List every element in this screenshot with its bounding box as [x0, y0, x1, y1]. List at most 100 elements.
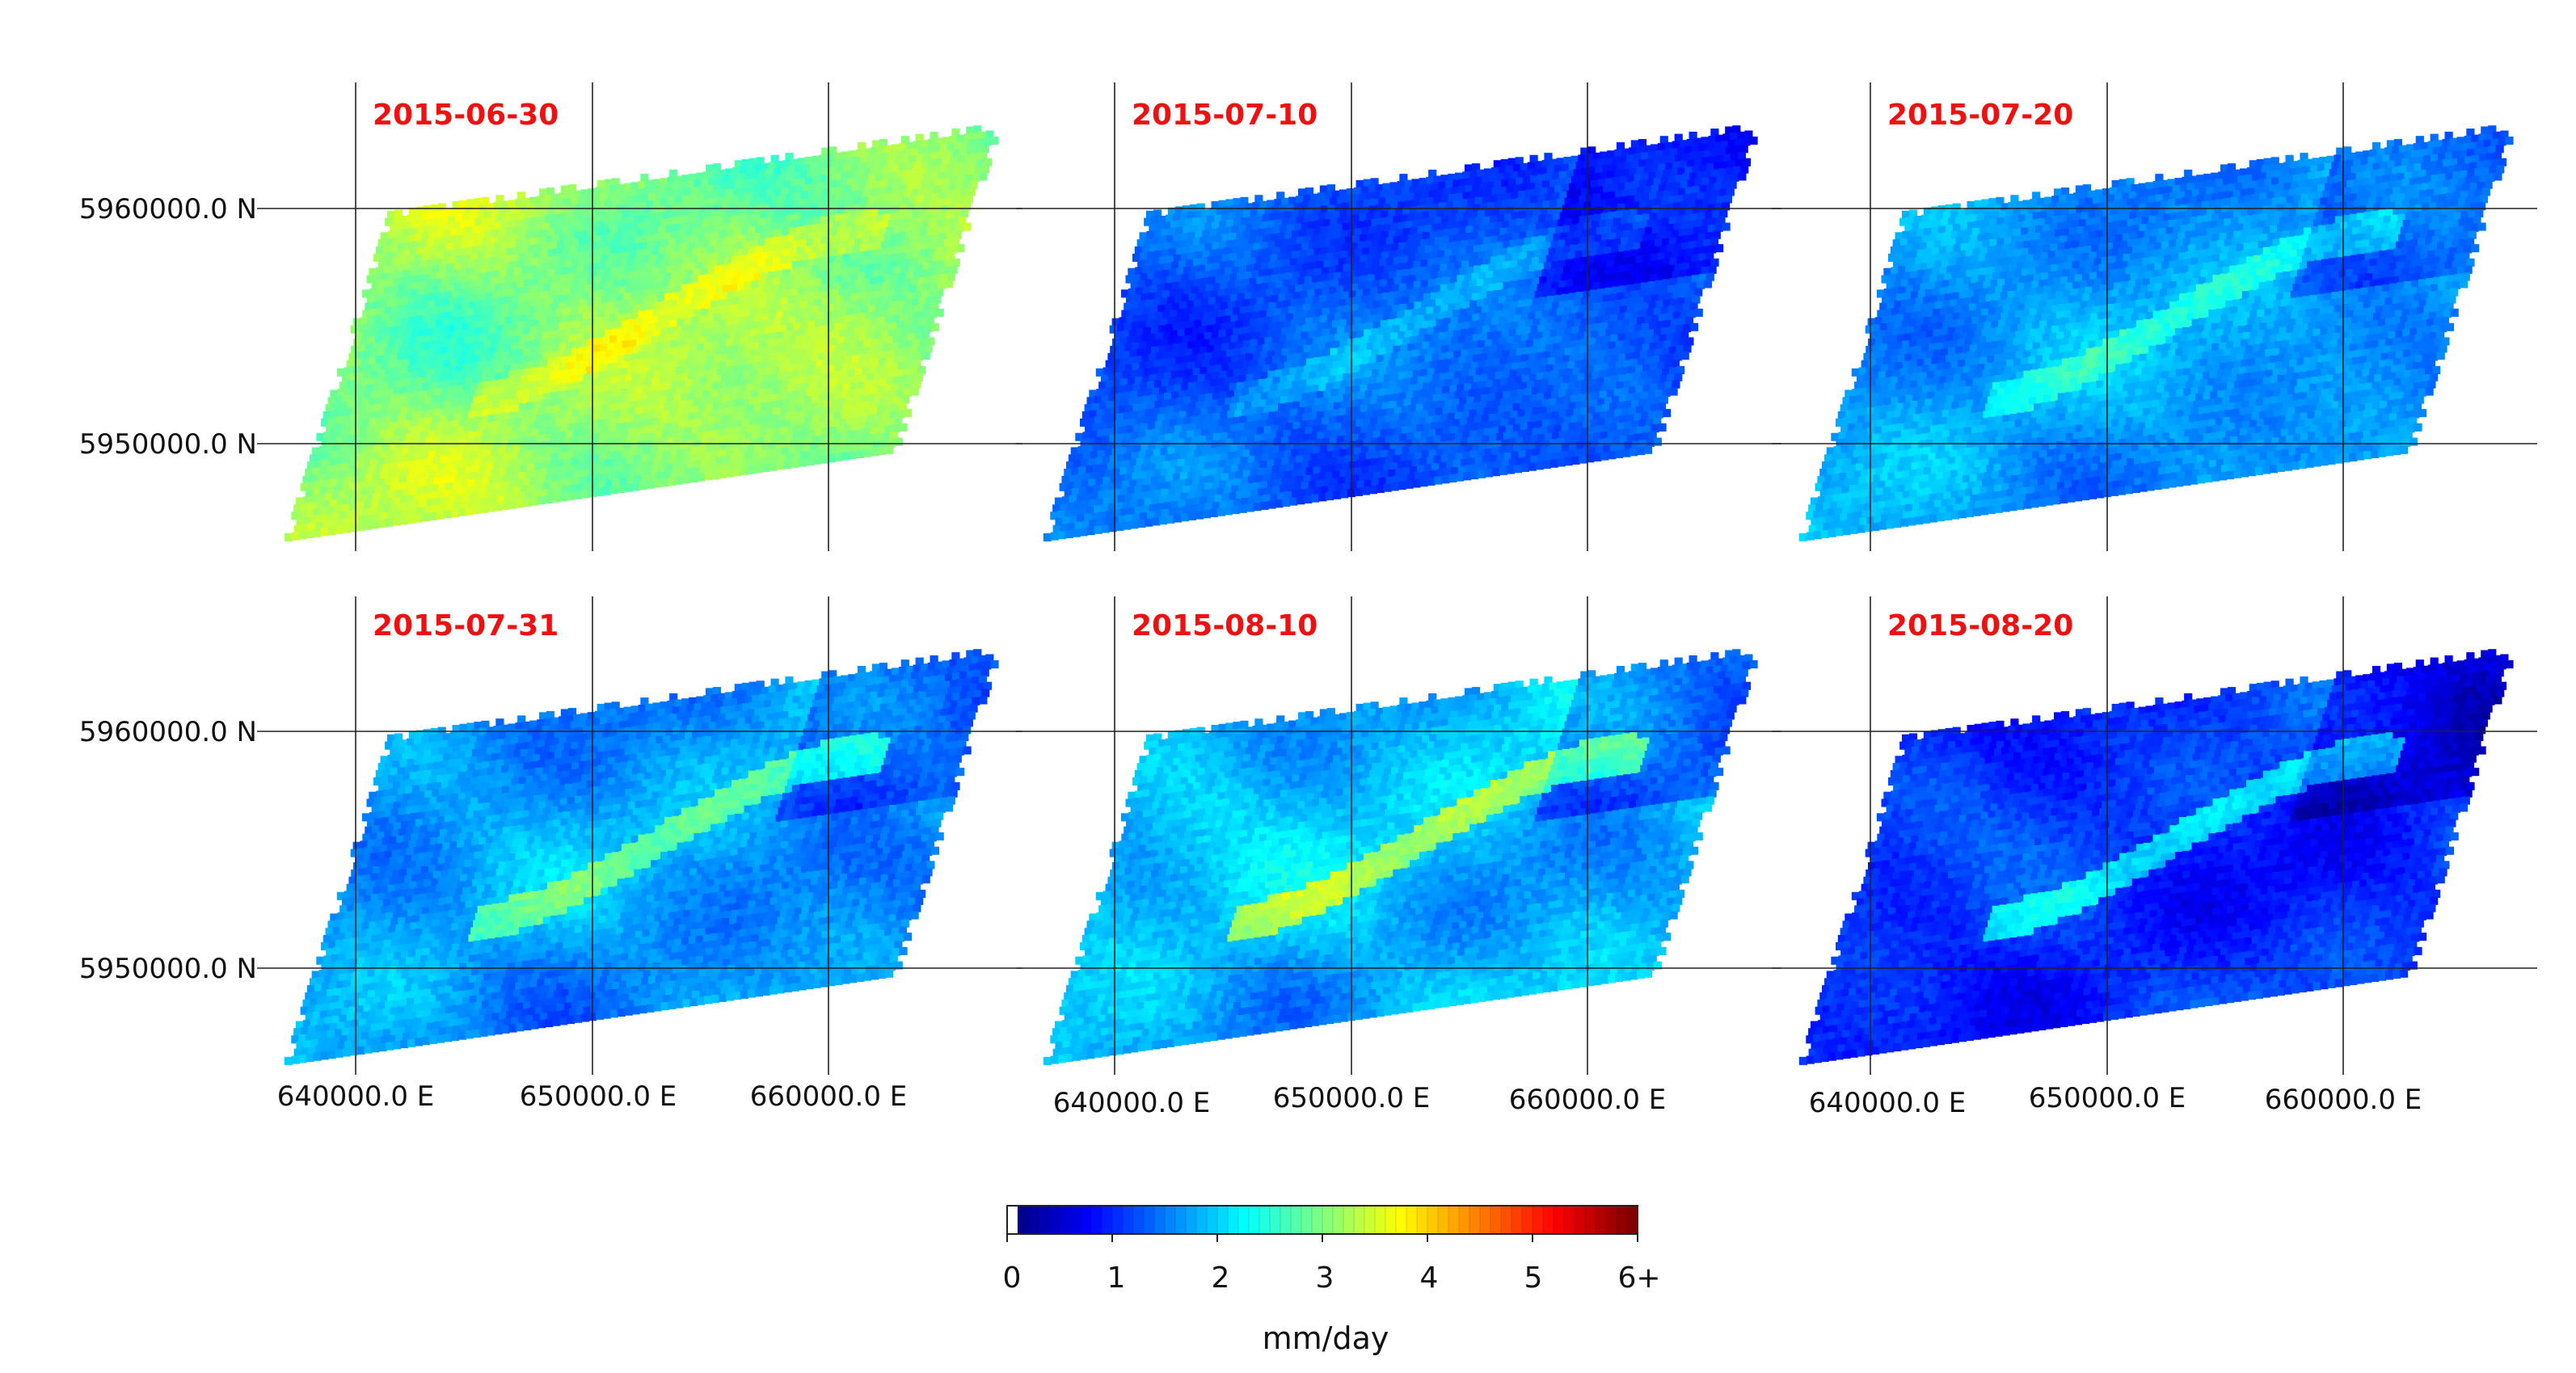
raster-cell: [407, 516, 415, 524]
raster-cell: [949, 245, 957, 253]
raster-cell: [1719, 209, 1727, 217]
raster-cell: [896, 410, 904, 418]
raster-cell: [299, 531, 307, 539]
raster-cell: [538, 496, 546, 504]
raster-cell: [820, 456, 828, 464]
raster-cell: [791, 460, 799, 468]
raster-cell: [371, 520, 379, 529]
raster-cell: [856, 450, 864, 458]
raster-cell: [945, 280, 953, 288]
raster-cell: [938, 281, 946, 289]
raster-cell: [545, 495, 553, 503]
raster-cell: [878, 447, 886, 455]
raster-cell: [559, 493, 567, 501]
raster-cell: [349, 524, 357, 532]
raster-cell: [784, 461, 792, 469]
raster-cell: [915, 373, 923, 381]
raster-cell: [904, 389, 912, 397]
raster-cell: [956, 224, 964, 232]
raster-cell: [777, 461, 785, 470]
raster-cell: [1749, 137, 1757, 145]
raster-cell: [314, 529, 322, 537]
raster-cell: [494, 503, 502, 511]
raster-cell: [917, 366, 925, 374]
raster-cell: [769, 463, 778, 471]
raster-cell: [675, 477, 683, 485]
raster-cell: [863, 449, 871, 457]
raster-cell: [740, 467, 748, 475]
raster-cell: [466, 507, 474, 515]
raster-cell: [400, 516, 408, 524]
raster-cell: [911, 388, 919, 396]
raster-cell: [970, 181, 978, 189]
raster-cell: [965, 195, 973, 203]
raster-cell: [342, 524, 350, 533]
raster-cell: [748, 466, 756, 474]
raster-cell: [983, 137, 991, 145]
raster-cell: [947, 273, 955, 281]
raster-cell: [429, 512, 437, 520]
raster-cell: [422, 513, 430, 521]
raster-cell: [933, 296, 941, 304]
raster-cell: [871, 448, 879, 456]
raster-cell: [963, 223, 972, 231]
raster-cell: [285, 533, 293, 541]
raster-cell: [812, 457, 820, 465]
raster-cell: [530, 498, 538, 506]
raster-cell: [523, 499, 531, 507]
raster-cell: [618, 485, 626, 493]
raster-cell: [960, 209, 968, 217]
raster-cell: [719, 470, 727, 478]
raster-cell: [990, 137, 998, 145]
raster-cell: [567, 492, 575, 500]
raster-cell: [926, 337, 934, 345]
raster-cell: [1731, 174, 1739, 182]
raster-cell: [733, 468, 741, 476]
raster-cell: [632, 482, 640, 491]
raster-cell: [356, 523, 365, 531]
raster-cell: [929, 310, 937, 318]
raster-cell: [668, 478, 676, 486]
raster-cell: [660, 478, 668, 486]
raster-cell: [950, 266, 958, 274]
raster-cell: [834, 453, 842, 461]
raster-cell: [755, 465, 763, 473]
raster-cell: [639, 482, 647, 490]
raster-cell: [1738, 172, 1746, 180]
raster-cell: [899, 423, 907, 432]
raster-cells: [285, 125, 999, 541]
raster-cell: [697, 474, 705, 482]
raster-cell: [984, 158, 992, 166]
map-panel-1: 2015-06-30: [257, 82, 1022, 551]
raster-cell: [480, 505, 488, 513]
raster-cell: [1726, 187, 1735, 196]
raster-cell: [378, 520, 386, 528]
raster-cell: [931, 323, 939, 331]
raster-cell: [762, 464, 770, 472]
raster-cell: [487, 503, 495, 512]
raster-cell: [625, 484, 633, 492]
raster-cell: [936, 309, 944, 317]
raster-cell: [501, 502, 509, 510]
raster-cell: [1740, 145, 1748, 153]
raster-cell: [711, 471, 719, 479]
raster-cell: [981, 145, 989, 153]
raster-cell: [954, 231, 962, 239]
raster-cell: [444, 510, 452, 518]
raster-cell: [574, 491, 582, 499]
raster-cell: [458, 508, 466, 516]
raster-cell: [415, 514, 423, 522]
raster-cell: [841, 453, 850, 461]
raster-cell: [1740, 166, 1748, 174]
raster-cell: [892, 424, 900, 432]
raster-cell: [913, 381, 921, 389]
raster-cell: [335, 526, 344, 534]
raster-cell: [596, 488, 604, 496]
raster-cell: [321, 528, 329, 536]
raster-cell: [799, 458, 807, 466]
raster-cell: [895, 438, 903, 446]
raster-cell: [1729, 181, 1737, 189]
raster-cell: [951, 259, 959, 267]
raster-cell: [647, 481, 655, 489]
